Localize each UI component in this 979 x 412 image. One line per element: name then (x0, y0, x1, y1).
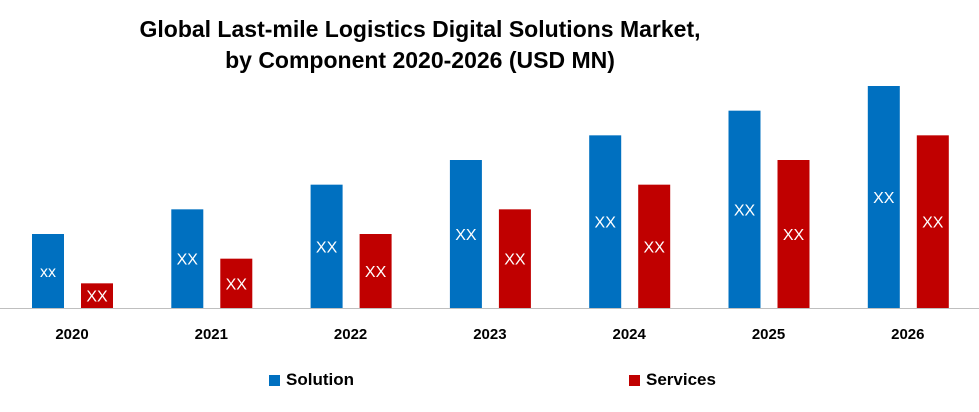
bar-services (81, 283, 113, 308)
bar-services (359, 234, 392, 308)
chart-title: Global Last-mile Logistics Digital Solut… (0, 14, 840, 76)
bar-services (498, 209, 531, 308)
bar-solution (310, 184, 343, 308)
data-label: XX (595, 215, 617, 232)
title-line-1: Global Last-mile Logistics Digital Solut… (139, 16, 701, 42)
data-label: XX (504, 252, 526, 269)
x-tick-label: 2024 (613, 326, 647, 343)
title-line-2: by Component 2020-2026 (USD MN) (225, 47, 615, 73)
bar-solution (32, 234, 64, 308)
data-label: XX (644, 239, 666, 256)
bar-services (916, 135, 949, 308)
x-tick-label: 2023 (473, 326, 506, 343)
bar-services (220, 258, 253, 308)
legend-item-services: Services (629, 370, 716, 390)
x-tick-label: 2021 (195, 326, 228, 343)
legend-swatch-services (629, 374, 640, 386)
data-label: XX (922, 215, 944, 232)
x-tick-label: 2020 (55, 326, 88, 343)
data-label: XX (734, 202, 756, 219)
x-tick-label: 2022 (334, 326, 367, 343)
x-tick-label: 2025 (752, 326, 785, 343)
data-label: XX (316, 239, 338, 256)
data-label: XX (455, 227, 477, 244)
legend-label-solution: Solution (286, 370, 354, 389)
legend-label-services: Services (646, 370, 716, 389)
x-tick-label: 2026 (891, 326, 924, 343)
data-label: XX (177, 252, 199, 269)
data-label: XX (783, 227, 805, 244)
bar-solution (171, 209, 204, 308)
data-label: XX (365, 264, 387, 281)
bar-solution (449, 160, 482, 308)
data-label: XX (86, 289, 108, 306)
bar-solution (867, 86, 900, 308)
bar-solution (589, 135, 622, 308)
bar-services (777, 160, 810, 308)
legend-swatch-solution (269, 374, 280, 386)
data-label: XX (873, 190, 895, 207)
legend-item-solution: Solution (269, 370, 354, 390)
data-label: XX (226, 276, 248, 293)
data-label: xx (40, 264, 56, 281)
bar-services (638, 184, 671, 308)
bar-solution (728, 110, 761, 309)
